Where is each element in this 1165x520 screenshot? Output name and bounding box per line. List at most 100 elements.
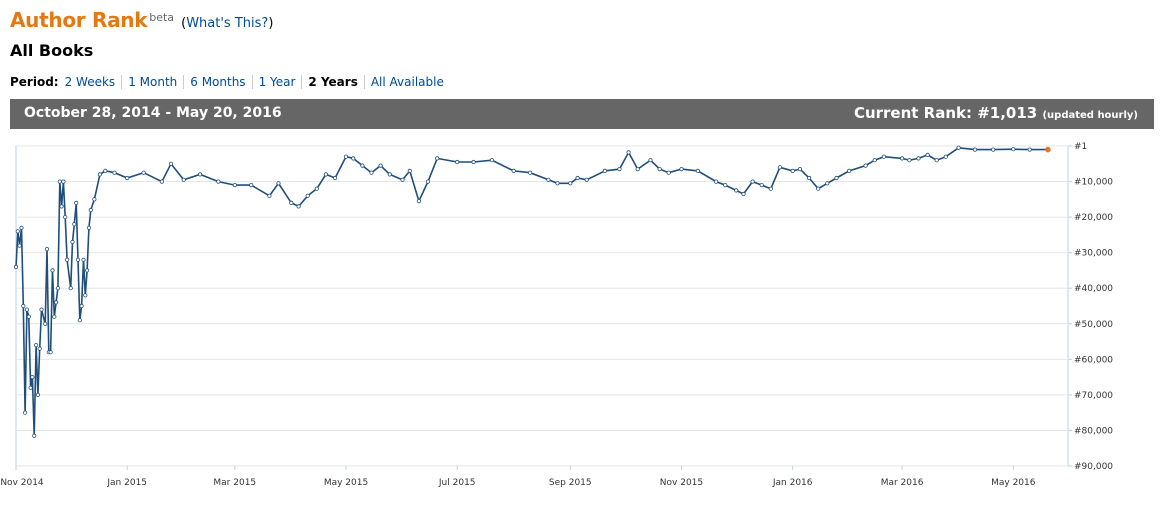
data-point — [806, 175, 812, 181]
data-point — [723, 182, 728, 188]
whats-close-paren: ) — [268, 16, 274, 31]
data-point — [741, 191, 746, 197]
data-point — [351, 156, 356, 161]
data-point — [83, 293, 88, 298]
data-point — [97, 172, 103, 177]
whats-this-link[interactable]: What's This? — [186, 16, 269, 31]
data-point — [626, 150, 631, 155]
data-point — [899, 156, 905, 161]
data-point — [546, 177, 551, 182]
y-tick-label: #70,000 — [1074, 391, 1113, 401]
data-point — [635, 166, 640, 172]
data-point — [35, 392, 41, 397]
data-point — [52, 314, 57, 319]
data-point — [323, 172, 328, 177]
x-tick-label: Nov 2015 — [660, 478, 703, 488]
data-point — [435, 156, 440, 161]
subtitle: All Books — [10, 41, 94, 60]
x-tick-label: May 2016 — [991, 478, 1036, 488]
data-point — [92, 197, 97, 202]
y-tick-label: #80,000 — [1074, 426, 1113, 436]
y-tick-label: #10,000 — [1074, 178, 1113, 188]
data-point — [471, 159, 476, 165]
data-point — [276, 181, 281, 186]
data-point — [425, 179, 431, 184]
data-point — [314, 186, 319, 191]
y-tick-label: #90,000 — [1074, 462, 1113, 472]
data-point — [602, 168, 608, 173]
data-point — [198, 172, 203, 177]
data-point — [734, 188, 739, 193]
data-point — [881, 154, 887, 159]
data-point — [713, 179, 719, 184]
period-selector: Period: 2 Weeks 1 Month 6 Months 1 Year 2 Yea… — [10, 75, 450, 89]
x-tick-label: Jul 2015 — [438, 478, 476, 488]
data-point — [825, 181, 830, 186]
data-point — [32, 433, 37, 438]
whats-this: (What's This?) — [181, 16, 273, 31]
data-point — [103, 168, 108, 173]
data-point — [141, 170, 146, 175]
data-point — [17, 243, 22, 248]
data-point — [74, 200, 79, 206]
data-point — [790, 168, 795, 173]
data-point — [834, 175, 839, 181]
data-point — [666, 170, 671, 175]
data-point — [657, 166, 662, 172]
data-point — [55, 286, 61, 291]
date-range: October 28, 2014 - May 20, 2016 — [24, 105, 282, 121]
data-point — [30, 375, 35, 380]
data-point — [65, 257, 70, 262]
data-point — [759, 182, 764, 188]
data-point — [575, 175, 580, 181]
data-point — [568, 181, 573, 186]
data-point — [972, 147, 978, 152]
period-option-2-weeks[interactable]: 2 Weeks — [64, 75, 123, 89]
data-point — [695, 168, 701, 173]
current-rank-point — [1045, 146, 1051, 153]
period-option-1-year[interactable]: 1 Year — [252, 75, 303, 89]
data-point — [1027, 147, 1032, 152]
data-point — [24, 307, 29, 312]
data-point — [26, 314, 31, 319]
data-point — [943, 154, 948, 159]
period-option-6-months[interactable]: 6 Months — [184, 75, 253, 89]
data-point — [555, 181, 560, 186]
data-point — [768, 186, 773, 191]
data-point — [48, 350, 53, 355]
y-tick-label: #1 — [1074, 142, 1087, 152]
data-point — [934, 158, 939, 163]
period-option-2-years[interactable]: 2 Years — [302, 75, 365, 89]
period-option-all-available[interactable]: All Available — [370, 75, 444, 89]
data-point — [249, 182, 254, 188]
data-point — [511, 168, 516, 173]
x-tick-label: Jan 2015 — [106, 478, 147, 488]
x-tick-label: Jan 2016 — [772, 478, 813, 488]
data-point — [777, 165, 783, 170]
data-point — [15, 229, 20, 234]
data-point — [863, 163, 868, 168]
beta-badge: beta — [149, 10, 175, 24]
data-point — [57, 179, 62, 184]
x-tick-label: May 2015 — [324, 478, 368, 488]
data-point — [159, 179, 164, 184]
data-point — [53, 300, 59, 305]
x-tick-label: Mar 2016 — [881, 478, 924, 488]
y-tick-label: #50,000 — [1074, 320, 1113, 330]
data-point — [63, 215, 68, 220]
data-point — [112, 170, 117, 175]
current-rank: Current Rank: #1,013 (updated hourly) — [854, 104, 1138, 122]
data-point — [232, 182, 237, 188]
data-point — [991, 147, 996, 152]
data-point — [168, 161, 174, 166]
data-point — [289, 200, 294, 206]
y-tick-label: #30,000 — [1074, 249, 1113, 259]
data-point — [907, 158, 912, 163]
data-point — [400, 177, 405, 182]
data-point — [305, 193, 310, 198]
data-point — [77, 318, 82, 323]
data-point — [88, 207, 93, 213]
period-option-1-month[interactable]: 1 Month — [122, 75, 185, 89]
data-point — [37, 346, 42, 351]
data-point — [81, 257, 86, 262]
